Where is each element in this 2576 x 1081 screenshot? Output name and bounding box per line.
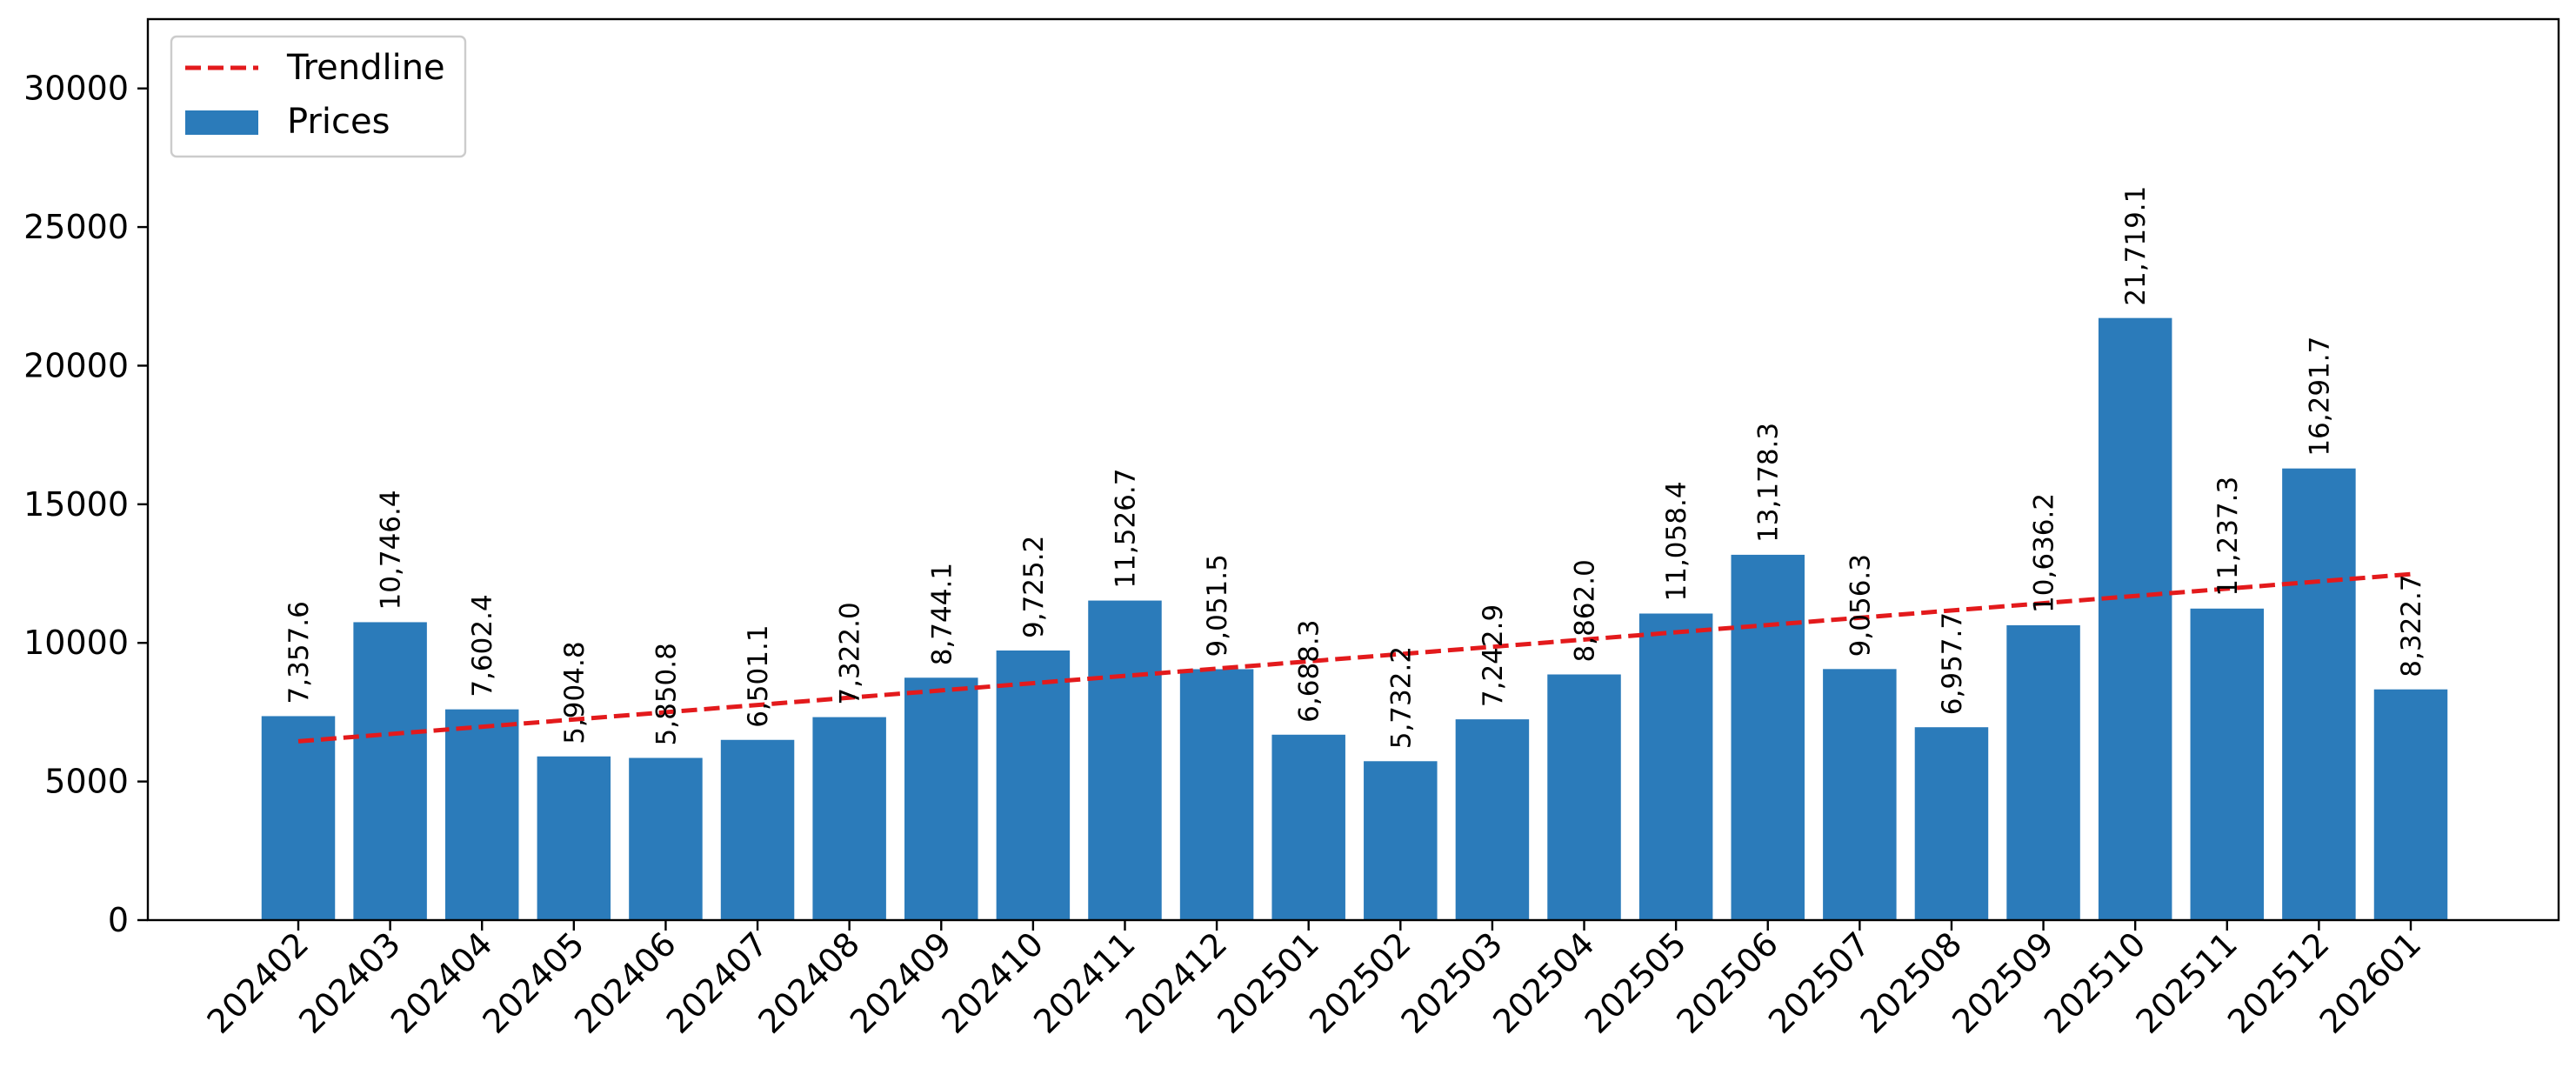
bar-value-label: 8,322.7 xyxy=(2396,574,2427,677)
bar-value-label: 9,051.5 xyxy=(1202,554,1233,657)
bar-value-label: 10,746.4 xyxy=(376,490,407,610)
y-tick-label: 10000 xyxy=(23,624,129,662)
bar xyxy=(1271,734,1345,920)
y-tick-label: 30000 xyxy=(23,70,129,108)
bar xyxy=(904,677,978,920)
bar xyxy=(996,650,1071,920)
bar-value-label: 13,178.3 xyxy=(1753,423,1785,543)
y-tick-label: 20000 xyxy=(23,346,129,384)
bar-value-label: 11,237.3 xyxy=(2212,477,2244,597)
bar xyxy=(444,709,519,920)
trendline-layer xyxy=(297,571,2412,744)
bar xyxy=(1823,669,1897,920)
bar-value-label: 5,850.8 xyxy=(651,643,682,745)
y-axis: 0 5000 10000 15000 20000 25000 30000 xyxy=(23,70,148,939)
bar-value-label: 8,744.1 xyxy=(926,563,958,665)
bar-value-label: 7,322.0 xyxy=(835,602,866,704)
bar xyxy=(353,622,427,920)
bar xyxy=(1638,613,1713,920)
bar xyxy=(1914,727,1989,920)
bar-labels-layer: 7,357.6 10,746.4 7,602.4 5,904.8 5,850.8 6,50… xyxy=(284,186,2427,750)
bar xyxy=(2006,624,2080,920)
bar xyxy=(629,757,703,920)
bar xyxy=(2282,468,2356,920)
bar-value-label: 11,526.7 xyxy=(1110,469,1141,589)
bar xyxy=(2373,689,2448,920)
bar xyxy=(1547,674,1621,920)
bar-value-label: 16,291.7 xyxy=(2304,337,2335,457)
bar xyxy=(1455,719,1530,920)
bar-value-label: 6,957.7 xyxy=(1937,612,1968,715)
bar xyxy=(1179,669,1254,920)
legend: Trendline Prices xyxy=(170,35,467,158)
bars-layer xyxy=(261,317,2448,920)
bar-value-label: 9,056.3 xyxy=(1845,554,1876,657)
bar-value-label: 7,242.9 xyxy=(1478,604,1509,707)
bar-value-label: 5,904.8 xyxy=(559,641,591,744)
bar-value-label: 7,602.4 xyxy=(467,594,498,697)
bar xyxy=(1364,761,1438,920)
bar-value-label: 7,357.6 xyxy=(284,601,315,704)
y-tick-label: 15000 xyxy=(23,485,129,524)
bar-value-label: 11,058.4 xyxy=(1661,481,1692,601)
bar xyxy=(2190,608,2265,920)
plot-frame xyxy=(146,17,2560,922)
bar xyxy=(1088,600,1162,920)
bar xyxy=(720,739,795,920)
y-tick-label: 0 xyxy=(108,901,129,939)
bar-value-label: 5,732.2 xyxy=(1385,646,1417,749)
legend-prices-swatch xyxy=(185,110,258,135)
bar xyxy=(537,756,611,920)
bar-value-label: 6,688.3 xyxy=(1294,619,1325,722)
y-tick-label: 25000 xyxy=(23,208,129,246)
legend-prices-label: Prices xyxy=(287,102,390,142)
bar xyxy=(1731,554,1805,920)
bar-value-label: 6,501.1 xyxy=(743,624,774,727)
y-tick-label: 5000 xyxy=(44,763,129,801)
bar xyxy=(812,717,886,920)
bar-value-label: 8,862.0 xyxy=(1570,559,1601,662)
bar-value-label: 10,636.2 xyxy=(2029,493,2060,613)
bar-value-label: 9,725.2 xyxy=(1018,536,1050,638)
bar xyxy=(2098,317,2172,920)
bar xyxy=(261,716,336,920)
bar-value-label: 21,719.1 xyxy=(2120,186,2152,306)
legend-trendline-label: Trendline xyxy=(286,48,445,88)
trendline xyxy=(297,571,2412,744)
